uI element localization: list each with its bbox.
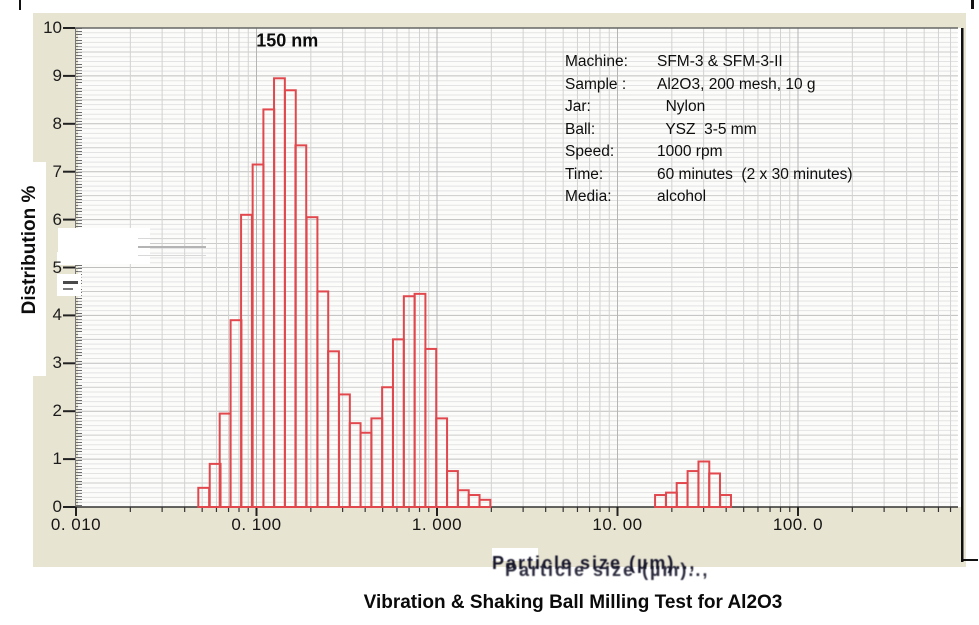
histogram-bar xyxy=(251,163,265,508)
info-value: 60 minutes (2 x 30 minutes) xyxy=(657,165,853,183)
x-tick-label: 1. 000 xyxy=(411,515,463,534)
histogram-bar xyxy=(240,213,253,508)
artifact-dash xyxy=(63,288,73,290)
y-axis-title: Distribution % xyxy=(19,185,40,315)
y-tick-label: 5 xyxy=(52,257,62,277)
histogram-bar xyxy=(348,422,362,508)
plot-right-gap xyxy=(957,28,961,507)
info-label: Jar: xyxy=(565,98,591,115)
histogram-bar xyxy=(316,290,330,509)
histogram-bar xyxy=(654,494,667,508)
patch-gray-line xyxy=(138,255,206,256)
y-tick-label: 9 xyxy=(52,65,62,85)
artifact-dash xyxy=(63,281,78,284)
info-row-jar: Jar: Nylon xyxy=(565,96,853,119)
histogram-bar xyxy=(381,386,394,508)
histogram-bar xyxy=(719,494,732,508)
y-axis-title-background xyxy=(14,162,46,376)
info-row-time: Time: 60 minutes (2 x 30 minutes) xyxy=(565,164,853,187)
x-axis-label-ghost: Particle size (µm).., xyxy=(505,560,710,580)
info-value: Nylon xyxy=(657,98,706,115)
y-tick-label: 3 xyxy=(52,353,62,373)
histogram-bar xyxy=(686,470,700,509)
histogram-bar xyxy=(370,417,384,509)
histogram-bar xyxy=(229,319,243,508)
info-row-ball: Ball: YSZ 3-5 mm xyxy=(565,119,853,142)
info-value: alcohol xyxy=(657,188,707,205)
info-label: Sample : xyxy=(565,75,627,93)
histogram-bar xyxy=(467,494,481,508)
info-value: 1000 rpm xyxy=(657,143,723,160)
stray-mark-top-left xyxy=(19,0,21,10)
info-label: Ball: xyxy=(565,120,596,138)
stray-mark-top-right xyxy=(971,0,974,9)
patch-gray-line xyxy=(138,246,206,248)
chart-caption: Vibration & Shaking Ball Milling Test fo… xyxy=(363,592,783,613)
histogram-bar xyxy=(359,431,373,509)
experiment-info-block: Machine: SFM-3 & SFM-3-II Sample : Al2O3, … xyxy=(565,51,853,209)
info-value: Al2O3, 200 mesh, 10 g xyxy=(657,75,816,93)
histogram-bar xyxy=(675,482,689,508)
info-label: Media: xyxy=(565,188,612,205)
info-label: Machine: xyxy=(565,53,628,70)
x-tick-label: 0. 010 xyxy=(50,515,102,534)
histogram-bar xyxy=(478,498,492,509)
x-tick-label: 100. 0 xyxy=(772,515,824,534)
x-tick-label: 10. 00 xyxy=(592,515,643,534)
info-value: SFM-3 & SFM-3-II xyxy=(657,53,783,70)
y-tick-label: 6 xyxy=(52,209,62,229)
whiteout-patch xyxy=(57,274,81,296)
y-tick-label: 7 xyxy=(52,161,62,181)
y-tick-label: 1 xyxy=(52,449,62,469)
info-value: YSZ 3-5 mm xyxy=(657,120,757,138)
info-row-media: Media: alcohol xyxy=(565,186,853,209)
histogram-bar xyxy=(435,417,449,509)
histogram-bar xyxy=(294,144,308,508)
info-row-speed: Speed: 1000 rpm xyxy=(565,141,853,164)
info-row-sample: Sample : Al2O3, 200 mesh, 10 g xyxy=(565,74,853,97)
histogram-bar xyxy=(708,472,721,508)
x-axis-label: Particle size (µm).., xyxy=(492,553,697,573)
xlabel-whiteout-patch xyxy=(492,548,538,561)
histogram-bar xyxy=(446,470,459,509)
y-tick-label: 8 xyxy=(52,113,62,133)
histogram-bar xyxy=(262,108,276,509)
y-tick-label: 2 xyxy=(52,401,62,421)
peak-annotation-150nm: 150 nm xyxy=(256,30,319,51)
x-tick-label: 0. 100 xyxy=(231,515,282,534)
histogram-bar xyxy=(327,350,340,509)
y-tick-label: 10 xyxy=(43,18,62,37)
y-tick-label: 4 xyxy=(52,305,62,325)
histogram-bar xyxy=(391,338,405,508)
y-tick-label: 0 xyxy=(52,497,62,516)
info-label: Speed: xyxy=(565,143,615,160)
info-label: Time: xyxy=(565,165,604,183)
whiteout-patch xyxy=(57,252,81,265)
patch-gray-line xyxy=(138,238,206,239)
info-row-machine: Machine: SFM-3 & SFM-3-II xyxy=(565,51,853,74)
